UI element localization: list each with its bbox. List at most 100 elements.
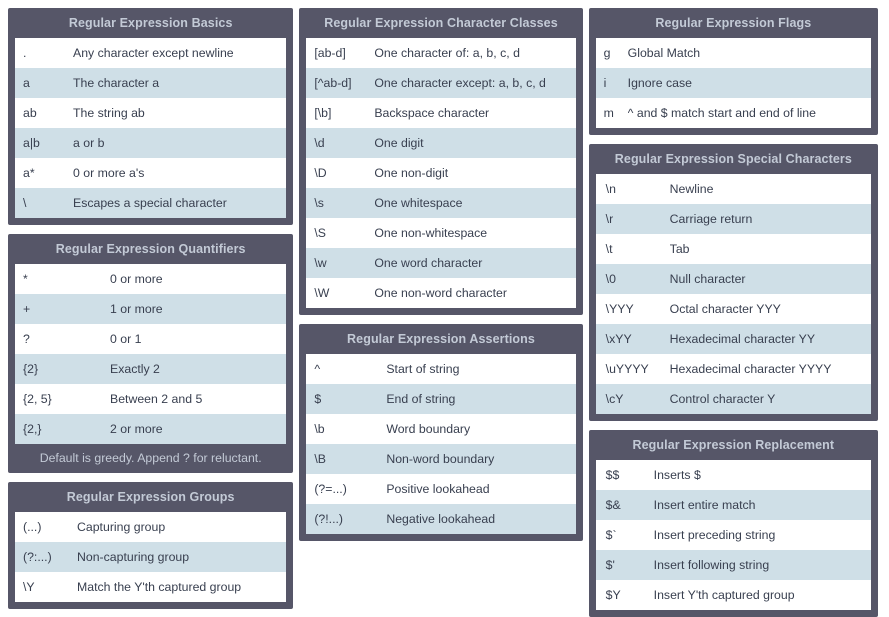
table-row: ^ Start of string <box>306 354 576 384</box>
card-body-flags: g Global Match i Ignore case m ^ and $ match … <box>595 38 871 128</box>
row-description: 1 or more <box>110 302 163 316</box>
row-description: Octal character YYY <box>669 302 781 316</box>
row-description: Global Match <box>627 46 701 60</box>
row-syntax: (?=...) <box>314 482 347 496</box>
row-syntax: \r <box>605 212 614 226</box>
row-description: Word boundary <box>386 422 471 436</box>
table-row: (?:...) Non-capturing group <box>15 542 287 572</box>
table-row: \n Newline <box>595 174 871 204</box>
row-description: Carriage return <box>669 212 753 226</box>
table-row: [^ab-d] One character except: a, b, c, d <box>306 68 576 98</box>
row-description: The character a <box>73 76 160 90</box>
row-description: Backspace character <box>374 106 490 120</box>
row-description: Control character Y <box>669 392 776 406</box>
row-syntax: a|b <box>23 136 40 150</box>
card-body-groups: (...) Capturing group (?:...) Non-capturing… <box>15 512 287 602</box>
row-syntax: \n <box>605 182 616 196</box>
row-description: One non-digit <box>374 166 449 180</box>
table-row: ? 0 or 1 <box>15 324 287 354</box>
row-syntax: [\b] <box>314 106 332 120</box>
row-description: One digit <box>374 136 424 150</box>
row-syntax: \Y <box>23 580 35 594</box>
card-title-special-characters: Regular Expression Special Characters <box>614 152 852 166</box>
row-syntax: $Y <box>605 588 621 602</box>
row-description: Tab <box>669 242 690 256</box>
row-syntax: a* <box>23 166 35 180</box>
card-body-assertions: ^ Start of string $ End of string \b Word bou… <box>306 354 576 534</box>
row-description: Capturing group <box>77 520 166 534</box>
row-description: One character of: a, b, c, d <box>374 46 520 60</box>
card-title-quantifiers: Regular Expression Quantifiers <box>55 242 246 256</box>
row-syntax: {2,} <box>23 422 42 436</box>
row-syntax: m <box>603 106 614 120</box>
row-syntax: . <box>23 46 27 60</box>
row-syntax: ^ <box>314 362 321 376</box>
table-row: . Any character except newline <box>15 38 287 68</box>
row-syntax: \t <box>605 242 613 256</box>
row-syntax: (?:...) <box>23 550 52 564</box>
row-description: End of string <box>386 392 456 406</box>
row-syntax: \uYYYY <box>605 362 649 376</box>
row-syntax: g <box>603 46 611 60</box>
row-description: 2 or more <box>110 422 163 436</box>
table-row: \Y Match the Y'th captured group <box>15 572 287 602</box>
row-syntax: ab <box>23 106 37 120</box>
table-row: {2} Exactly 2 <box>15 354 287 384</box>
row-syntax: {2, 5} <box>23 392 52 406</box>
card-title-character-classes: Regular Expression Character Classes <box>324 16 558 30</box>
row-description: Negative lookahead <box>386 512 496 526</box>
table-row: a|b a or b <box>15 128 287 158</box>
row-description: Escapes a special character <box>73 196 227 210</box>
row-syntax: a <box>23 76 30 90</box>
card-title-replacement: Regular Expression Replacement <box>632 438 835 452</box>
left-column: Regular Expression Basics. Any character … <box>8 8 294 609</box>
table-row: \D One non-digit <box>306 158 576 188</box>
row-syntax: [ab-d] <box>314 46 346 60</box>
row-syntax: i <box>603 76 607 90</box>
row-description: Match the Y'th captured group <box>77 580 242 594</box>
table-row: (?!...) Negative lookahead <box>306 504 576 534</box>
table-row: {2,} 2 or more <box>15 414 287 444</box>
row-description: 0 or more a's <box>73 166 145 180</box>
table-row: \S One non-whitespace <box>306 218 576 248</box>
row-syntax: * <box>23 272 28 286</box>
row-syntax: \W <box>314 286 330 300</box>
row-description: ^ and $ match start and end of line <box>627 106 816 120</box>
row-description: Non-word boundary <box>386 452 495 466</box>
card-body-special-characters: \n Newline \r Carriage return \t Tab \0 Null ch… <box>595 174 871 414</box>
row-syntax: $$ <box>605 468 620 482</box>
table-row: \W One non-word character <box>306 278 576 308</box>
row-syntax: \D <box>314 166 327 180</box>
table-row: \xYY Hexadecimal character YY <box>595 324 871 354</box>
table-row: \cY Control character Y <box>595 384 871 414</box>
row-syntax: \b <box>314 422 325 436</box>
row-description: Between 2 and 5 <box>110 392 203 406</box>
row-description: Any character except newline <box>73 46 234 60</box>
table-row: $ End of string <box>306 384 576 414</box>
row-description: One character except: a, b, c, d <box>374 76 546 90</box>
row-description: a or b <box>73 136 105 150</box>
card-title-basics: Regular Expression Basics <box>68 16 233 30</box>
row-description: Insert Y'th captured group <box>653 588 795 602</box>
table-row: $' Insert following string <box>595 550 871 580</box>
card-body-replacement: $$ Inserts $ $& Insert entire match $` Insert… <box>595 460 871 610</box>
table-row: \w One word character <box>306 248 576 278</box>
row-description: Ignore case <box>627 76 692 90</box>
table-row: [\b] Backspace character <box>306 98 576 128</box>
card-title-groups: Regular Expression Groups <box>66 490 235 504</box>
row-description: Start of string <box>386 362 460 376</box>
row-syntax: \cY <box>605 392 624 406</box>
row-syntax: (...) <box>23 520 42 534</box>
row-syntax: \S <box>314 226 326 240</box>
card-character-classes: Regular Expression Character Classes [ab-… <box>299 8 583 315</box>
row-syntax: $& <box>605 498 621 512</box>
table-row: \B Non-word boundary <box>306 444 576 474</box>
card-assertions: Regular Expression Assertions ^ Start of s… <box>299 324 583 541</box>
table-row: [ab-d] One character of: a, b, c, d <box>306 38 576 68</box>
row-syntax: \0 <box>605 272 616 286</box>
card-replacement: Regular Expression Replacement $$ Inserts … <box>588 430 878 617</box>
row-description: Exactly 2 <box>110 362 160 376</box>
card-title-flags: Regular Expression Flags <box>655 16 812 30</box>
card-body-character-classes: [ab-d] One character of: a, b, c, d [^ab-d… <box>306 38 576 308</box>
row-syntax: (?!...) <box>314 512 344 526</box>
